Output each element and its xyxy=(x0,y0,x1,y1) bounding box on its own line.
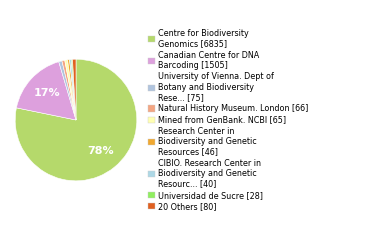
Wedge shape xyxy=(15,59,137,181)
Wedge shape xyxy=(59,61,76,120)
Wedge shape xyxy=(71,59,76,120)
Legend: Centre for Biodiversity
Genomics [6835], Canadian Centre for DNA
Barcoding [1505: Centre for Biodiversity Genomics [6835],… xyxy=(149,29,309,211)
Wedge shape xyxy=(62,60,76,120)
Wedge shape xyxy=(16,62,76,120)
Text: 78%: 78% xyxy=(88,146,114,156)
Text: 17%: 17% xyxy=(33,88,60,98)
Wedge shape xyxy=(70,59,76,120)
Wedge shape xyxy=(65,60,76,120)
Wedge shape xyxy=(73,59,76,120)
Wedge shape xyxy=(68,60,76,120)
